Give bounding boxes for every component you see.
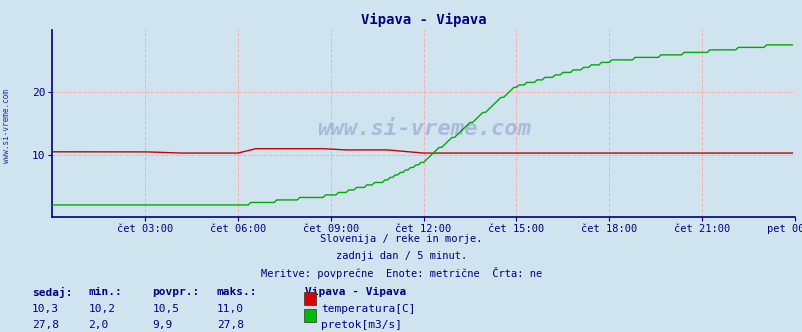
Text: 10,3: 10,3 bbox=[32, 304, 59, 314]
Text: 10,5: 10,5 bbox=[152, 304, 180, 314]
Text: maks.:: maks.: bbox=[217, 287, 257, 297]
Text: zadnji dan / 5 minut.: zadnji dan / 5 minut. bbox=[335, 251, 467, 261]
Text: www.si-vreme.com: www.si-vreme.com bbox=[316, 119, 530, 139]
Text: min.:: min.: bbox=[88, 287, 122, 297]
Text: 27,8: 27,8 bbox=[32, 320, 59, 330]
Text: povpr.:: povpr.: bbox=[152, 287, 200, 297]
Text: 27,8: 27,8 bbox=[217, 320, 244, 330]
Text: sedaj:: sedaj: bbox=[32, 287, 72, 298]
Text: pretok[m3/s]: pretok[m3/s] bbox=[321, 320, 402, 330]
Text: Meritve: povprečne  Enote: metrične  Črta: ne: Meritve: povprečne Enote: metrične Črta:… bbox=[261, 267, 541, 279]
Text: Slovenija / reke in morje.: Slovenija / reke in morje. bbox=[320, 234, 482, 244]
Text: www.si-vreme.com: www.si-vreme.com bbox=[2, 89, 11, 163]
Text: 9,9: 9,9 bbox=[152, 320, 172, 330]
Text: 11,0: 11,0 bbox=[217, 304, 244, 314]
Title: Vipava - Vipava: Vipava - Vipava bbox=[360, 13, 486, 27]
Text: Vipava - Vipava: Vipava - Vipava bbox=[305, 287, 406, 297]
Text: 10,2: 10,2 bbox=[88, 304, 115, 314]
Text: 2,0: 2,0 bbox=[88, 320, 108, 330]
Text: temperatura[C]: temperatura[C] bbox=[321, 304, 415, 314]
